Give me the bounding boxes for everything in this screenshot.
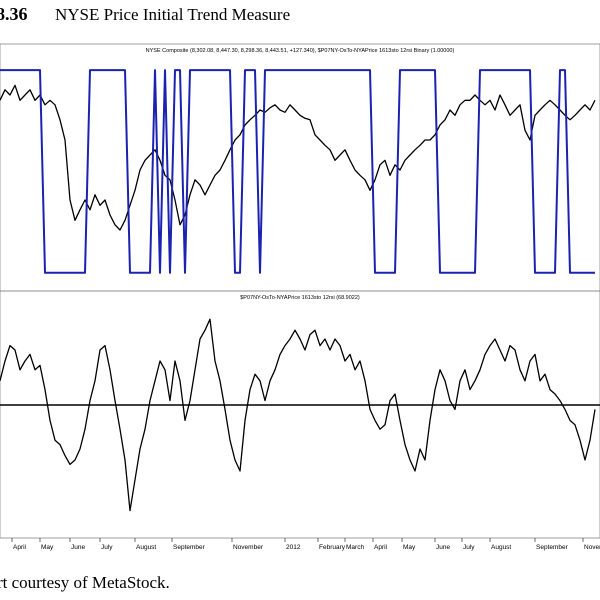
x-tick-label: August (136, 544, 156, 551)
x-tick-label: February (319, 544, 346, 551)
figure-number: 8.36 (0, 4, 28, 24)
x-tick-label: September (173, 544, 206, 551)
x-tick-label: July (101, 544, 113, 551)
panel-title: $P07NY-OsTo-NYAPrice 1613sto 12rsi (68.9… (240, 295, 360, 301)
figure-title: NYSE Price Initial Trend Measure (55, 5, 290, 24)
x-tick-label: 2012 (286, 544, 301, 551)
x-tick-label: November (233, 544, 264, 551)
x-tick-label: September (536, 544, 569, 551)
x-tick-label: June (436, 544, 450, 551)
series-line (0, 318, 596, 512)
x-tick-label: August (491, 544, 511, 551)
caption: rt courtesy of MetaStock. (0, 573, 170, 592)
series-line (0, 69, 595, 274)
x-tick-label: November (584, 544, 600, 551)
x-tick-label: May (41, 544, 54, 551)
panel-title: NYSE Composite (8,302.08, 8,447.30, 8,29… (146, 48, 455, 54)
x-tick-label: April (13, 544, 27, 551)
series-line (0, 84, 596, 231)
x-tick-label: April (374, 544, 388, 551)
x-tick-label: June (71, 544, 85, 551)
x-tick-label: March (346, 544, 364, 551)
x-tick-label: May (403, 544, 416, 551)
x-tick-label: July (463, 544, 475, 551)
